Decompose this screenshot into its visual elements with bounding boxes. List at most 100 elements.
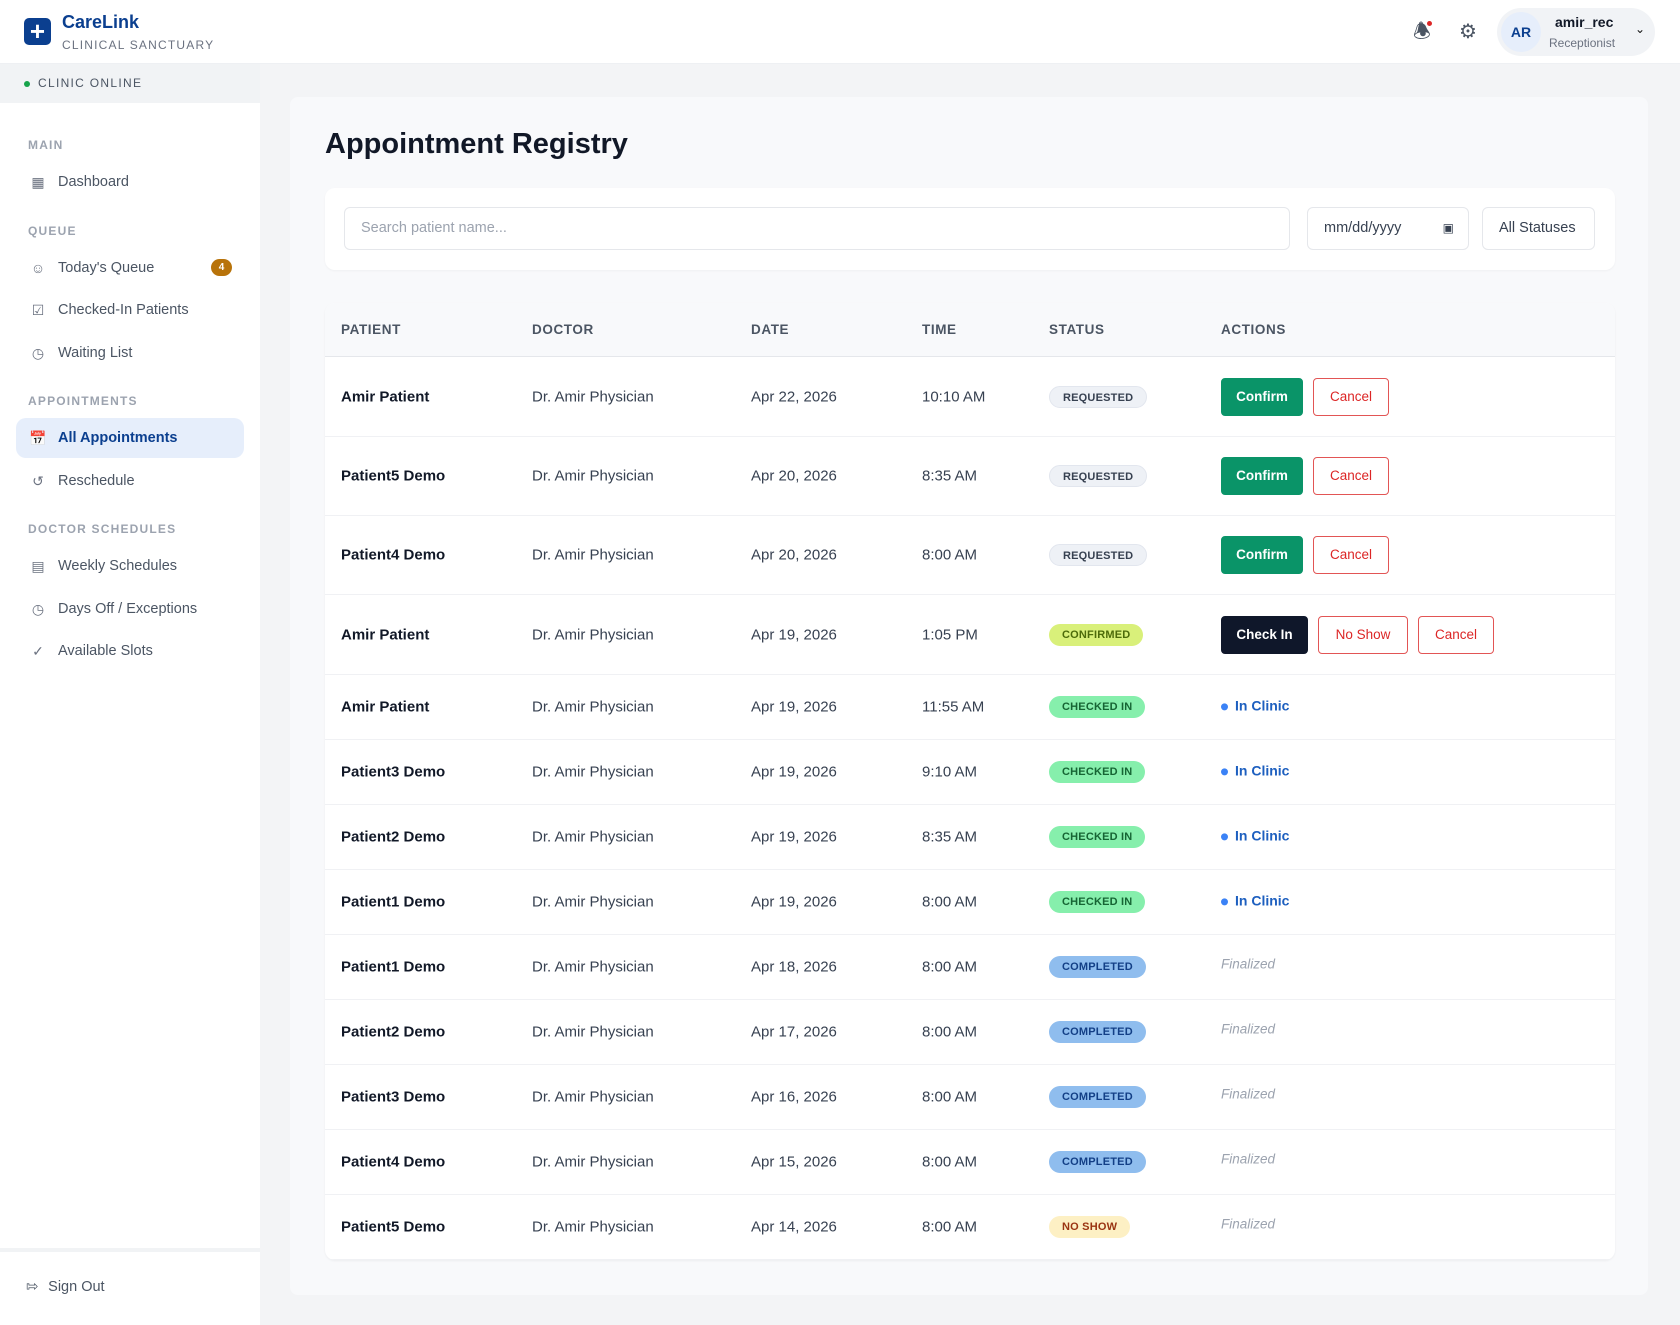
- cancel-button[interactable]: Cancel: [1313, 377, 1389, 416]
- bell-icon[interactable]: 🕭: [1413, 21, 1432, 43]
- date-placeholder: mm/dd/yyyy: [1324, 220, 1402, 236]
- sidebar-item-label: Checked-In Patients: [58, 302, 189, 318]
- notification-dot: [1427, 21, 1432, 26]
- appointment-date: Apr 14, 2026: [751, 1218, 837, 1236]
- doctor-name: Dr. Amir Physician: [532, 763, 654, 781]
- patient-name: Amir Patient: [341, 698, 430, 716]
- table-row: Patient5 Demo Dr. Amir Physician Apr 14,…: [325, 1195, 1615, 1260]
- sidebar-item-label: All Appointments: [58, 430, 178, 446]
- appointment-date: Apr 22, 2026: [751, 388, 837, 405]
- patient-name: Patient1 Demo: [341, 893, 446, 911]
- sidebar-item-label: Days Off / Exceptions: [58, 601, 198, 617]
- clock-icon: ◷: [31, 601, 45, 617]
- appointment-date: Apr 20, 2026: [751, 467, 837, 485]
- appointment-time: 8:00 AM: [922, 1218, 978, 1236]
- appointment-date: Apr 19, 2026: [751, 828, 837, 846]
- table-header: PATIENT DOCTOR DATE TIME STATUS ACTIONS: [325, 303, 1615, 357]
- check-in-button[interactable]: Check In: [1221, 615, 1308, 654]
- table-row: Patient3 Demo Dr. Amir Physician Apr 16,…: [325, 1065, 1615, 1130]
- cancel-button[interactable]: Cancel: [1418, 615, 1494, 654]
- confirm-button[interactable]: Confirm: [1221, 377, 1303, 416]
- appointment-time: 8:00 AM: [922, 1088, 978, 1106]
- appointment-time: 8:00 AM: [922, 958, 978, 976]
- sidebar-item-todays-queue[interactable]: ☺ Today's Queue 4: [16, 248, 244, 288]
- brand-subtitle: CLINICAL SANCTUARY: [62, 38, 215, 52]
- in-clinic-indicator: In Clinic: [1221, 827, 1289, 843]
- sidebar-divider: [0, 1248, 260, 1252]
- confirm-button[interactable]: Confirm: [1221, 536, 1303, 574]
- sidebar-item-available-slots[interactable]: ✓ Available Slots: [16, 631, 244, 671]
- date-input[interactable]: mm/dd/yyyy ▣: [1307, 207, 1469, 250]
- search-input[interactable]: Search patient name...: [344, 207, 1290, 250]
- sidebar-item-waiting-list[interactable]: ◷ Waiting List: [16, 333, 244, 373]
- status-badge: CHECKED IN: [1049, 761, 1146, 783]
- page-title: Appointment Registry: [325, 128, 628, 160]
- table-row: Amir Patient Dr. Amir Physician Apr 22, …: [325, 357, 1615, 437]
- confirm-button[interactable]: Confirm: [1221, 457, 1303, 495]
- sign-out-button[interactable]: ⇰ Sign Out: [26, 1279, 105, 1295]
- clinic-status-label: CLINIC ONLINE: [38, 76, 143, 90]
- appointment-time: 11:55 AM: [922, 698, 985, 716]
- patient-name: Patient5 Demo: [341, 467, 446, 485]
- section-queue: QUEUE: [28, 224, 77, 238]
- status-badge: COMPLETED: [1049, 956, 1146, 978]
- doctor-name: Dr. Amir Physician: [532, 1218, 654, 1236]
- sidebar-item-label: Dashboard: [58, 174, 129, 190]
- no-show-button[interactable]: No Show: [1318, 615, 1408, 654]
- appointment-date: Apr 18, 2026: [751, 958, 837, 976]
- in-clinic-label: In Clinic: [1235, 697, 1290, 714]
- appointment-time: 8:00 AM: [922, 893, 978, 911]
- section-doctor-schedules: DOCTOR SCHEDULES: [28, 522, 177, 536]
- avatar: AR: [1501, 12, 1541, 52]
- sidebar-item-all-appointments[interactable]: 📅 All Appointments: [16, 418, 244, 458]
- patient-name: Patient3 Demo: [341, 763, 446, 781]
- appointment-time: 8:00 AM: [922, 546, 978, 564]
- table-row: Patient3 Demo Dr. Amir Physician Apr 19,…: [325, 740, 1615, 805]
- status-badge: NO SHOW: [1049, 1216, 1131, 1238]
- clinic-status: CLINIC ONLINE: [0, 64, 260, 103]
- appointment-time: 9:10 AM: [922, 763, 978, 781]
- cancel-button[interactable]: Cancel: [1313, 457, 1389, 495]
- sidebar-item-checked-in[interactable]: ☑ Checked-In Patients: [16, 290, 244, 330]
- dot-icon: [1221, 898, 1228, 906]
- section-main: MAIN: [28, 138, 64, 152]
- brand-name: CareLink: [62, 12, 140, 32]
- status-badge: REQUESTED: [1049, 465, 1148, 487]
- appointment-date: Apr 15, 2026: [751, 1153, 837, 1171]
- logo-plus-icon: +: [24, 18, 51, 45]
- appointment-time: 8:00 AM: [922, 1023, 978, 1041]
- gear-icon[interactable]: ⚙: [1459, 21, 1477, 43]
- table-row: Patient1 Demo Dr. Amir Physician Apr 19,…: [325, 870, 1615, 935]
- sidebar-item-days-off[interactable]: ◷ Days Off / Exceptions: [16, 589, 244, 629]
- table-row: Patient4 Demo Dr. Amir Physician Apr 15,…: [325, 1130, 1615, 1195]
- appointment-time: 8:00 AM: [922, 1153, 978, 1171]
- doctor-name: Dr. Amir Physician: [532, 698, 654, 716]
- cancel-button[interactable]: Cancel: [1313, 536, 1389, 574]
- users-icon: ☺: [30, 260, 46, 276]
- sidebar-item-label: Reschedule: [58, 473, 135, 489]
- dot-icon: [1221, 833, 1228, 841]
- status-badge: COMPLETED: [1049, 1086, 1146, 1108]
- sidebar-item-reschedule[interactable]: ↺ Reschedule: [16, 461, 244, 501]
- dot-icon: [1221, 703, 1228, 711]
- patient-name: Patient3 Demo: [341, 1088, 446, 1106]
- col-status: STATUS: [1049, 322, 1105, 337]
- sidebar-item-dashboard[interactable]: ▦ Dashboard: [16, 162, 244, 202]
- calendar-icon: ▤: [31, 558, 45, 574]
- sidebar: CLINIC ONLINE MAIN ▦ Dashboard QUEUE ☺ Tod…: [0, 64, 260, 1325]
- appointment-time: 1:05 PM: [922, 626, 978, 643]
- check-icon: ✓: [32, 643, 44, 659]
- appointment-time: 8:35 AM: [922, 467, 978, 485]
- table-row: Amir Patient Dr. Amir Physician Apr 19, …: [325, 675, 1615, 740]
- in-clinic-label: In Clinic: [1235, 762, 1290, 779]
- logout-icon: ⇰: [26, 1279, 39, 1295]
- appointment-date: Apr 19, 2026: [751, 626, 837, 643]
- appointment-date: Apr 17, 2026: [751, 1023, 837, 1041]
- user-menu[interactable]: AR amir_rec Receptionist ⌄: [1497, 8, 1655, 56]
- rotate-icon: ↺: [32, 473, 44, 489]
- patient-name: Patient2 Demo: [341, 828, 446, 846]
- appointment-time: 10:10 AM: [922, 388, 986, 405]
- finalized-label: Finalized: [1221, 1021, 1276, 1037]
- status-select[interactable]: All Statuses: [1482, 207, 1595, 250]
- sidebar-item-weekly-schedules[interactable]: ▤ Weekly Schedules: [16, 546, 244, 586]
